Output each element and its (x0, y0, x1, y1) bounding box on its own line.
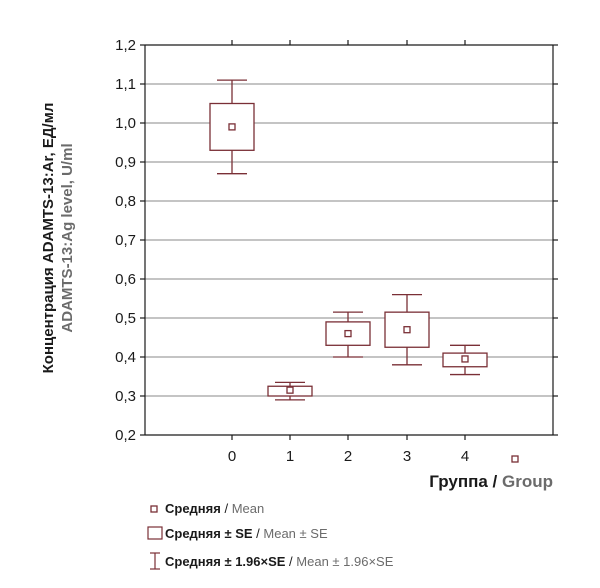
se-box (325, 321, 371, 346)
y-tick-label: 1,0 (115, 115, 136, 132)
y-tick-label: 0,3 (115, 388, 136, 405)
legend-mean-en: Mean (232, 501, 265, 516)
mean-marker (344, 329, 352, 338)
group-1 (267, 381, 313, 401)
x-axis-title-en: Group (502, 472, 553, 491)
x-tick-label: 2 (344, 448, 352, 465)
mean-marker (228, 123, 236, 131)
x-tick-label: 1 (286, 448, 294, 465)
group-3 (384, 293, 430, 366)
group-2 (325, 311, 371, 358)
legend-se-label: Средняя ± SE / Mean ± SE (165, 526, 328, 541)
group-0 (209, 79, 255, 175)
legend-ci-en: Mean ± 1.96×SE (296, 554, 393, 569)
y-tick-label: 0,4 (115, 349, 136, 366)
y-axis-title-en: ADAMTS-13:Ag level, U/ml (59, 143, 76, 332)
mean-marker-extra (511, 455, 519, 463)
x-axis-title-ru: Группа (429, 472, 488, 491)
x-tick-label: 3 (403, 448, 411, 465)
y-tick-label: 0,8 (115, 193, 136, 210)
x-axis-title: Группа / Group (429, 472, 553, 491)
y-ticks: 0,2 0,3 0,4 0,5 0,6 0,7 0,8 0,9 1,0 1,1 1,2 (115, 37, 558, 444)
y-tick-label: 0,2 (115, 427, 136, 444)
legend-mean-sep: / (221, 501, 232, 516)
legend-ci-sep: / (285, 554, 296, 569)
x-axis-title-sep: / (488, 472, 502, 491)
y-axis-title-ru: Концентрация ADAMTS-13:Ar, ЕД/мл (40, 103, 57, 374)
y-tick-label: 0,5 (115, 310, 136, 327)
group-4 (442, 344, 488, 376)
legend-mean-label: Средняя / Mean (165, 501, 264, 516)
legend-mean-ru: Средняя (165, 501, 221, 516)
legend-se-sep: / (253, 526, 264, 541)
mean-marker (403, 326, 411, 334)
legend-se-icon (147, 526, 163, 540)
se-box (209, 102, 255, 151)
y-tick-label: 1,1 (115, 76, 136, 93)
legend-se-en: Mean ± SE (263, 526, 328, 541)
y-tick-label: 0,9 (115, 154, 136, 171)
legend-mean-icon (150, 505, 158, 513)
y-tick-label: 0,7 (115, 232, 136, 249)
se-box (442, 352, 488, 368)
mean-marker (461, 355, 469, 363)
y-tick-label: 1,2 (115, 37, 136, 54)
se-box (267, 385, 313, 397)
boxes (209, 79, 488, 401)
legend: Средняя / Mean Средняя ± SE / Mean ± SE … (147, 501, 394, 570)
legend-se-ru: Средняя ± SE (165, 526, 253, 541)
legend-ci-icon (150, 552, 160, 570)
legend-ci-label: Средняя ± 1.96×SE / Mean ± 1.96×SE (165, 554, 394, 569)
x-tick-label: 0 (228, 448, 236, 465)
x-ticks: 0 1 2 3 4 (228, 40, 469, 465)
x-tick-label: 4 (461, 448, 469, 465)
y-tick-label: 0,6 (115, 271, 136, 288)
legend-ci-ru: Средняя ± 1.96×SE (165, 554, 286, 569)
gridlines (145, 83, 553, 397)
mean-marker (286, 386, 294, 394)
se-box (384, 311, 430, 348)
